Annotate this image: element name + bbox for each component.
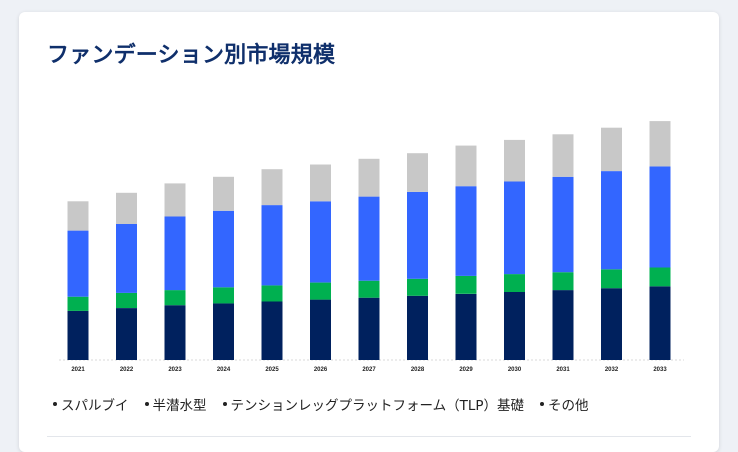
legend-bullet-icon (540, 402, 545, 406)
legend-bullet-icon (144, 402, 149, 406)
bar-segment-2023-series-2 (164, 216, 186, 291)
bar-segment-2030-series-1 (504, 274, 525, 292)
bars-group (67, 121, 671, 360)
bar-segment-2032-series-2 (601, 171, 622, 270)
bar-segment-2022-series-1 (116, 292, 137, 308)
x-tick-label: 2024 (217, 367, 231, 373)
legend-label: スパルブイ (61, 398, 129, 414)
bar-segment-2024-series-1 (213, 287, 234, 304)
bar-segment-2025-series-3 (261, 169, 283, 206)
bar-segment-2030-series-0 (504, 292, 525, 360)
x-tick-label: 2023 (168, 367, 182, 373)
bar-segment-2023-series-0 (164, 305, 186, 360)
x-tick-label: 2031 (556, 367, 570, 373)
bar-segment-2033-series-3 (649, 121, 671, 167)
legend-item: 半潜水型 (144, 394, 207, 414)
legend-bullet-icon (222, 402, 227, 406)
bar-segment-2022-series-3 (116, 192, 137, 224)
legend-item: テンションレッグプラットフォーム（TLP）基礎 (222, 394, 525, 414)
x-tick-label: 2029 (459, 367, 473, 373)
bar-segment-2026-series-2 (310, 201, 331, 283)
bar-segment-2031-series-0 (552, 290, 574, 360)
x-tick-label: 2021 (71, 367, 85, 373)
bar-segment-2024-series-0 (213, 303, 234, 360)
x-tick-label: 2030 (508, 367, 522, 373)
bar-segment-2022-series-2 (116, 224, 137, 293)
x-tick-label: 2032 (605, 367, 619, 373)
bar-segment-2029-series-1 (455, 275, 477, 294)
bar-segment-2021-series-2 (67, 230, 89, 297)
bar-segment-2025-series-1 (261, 285, 283, 302)
bar-segment-2033-series-2 (649, 166, 671, 268)
bar-segment-2023-series-1 (164, 290, 186, 306)
bar-segment-2032-series-0 (601, 288, 622, 360)
bar-segment-2027-series-0 (358, 297, 380, 360)
bar-segment-2025-series-0 (261, 301, 283, 360)
bar-segment-2026-series-1 (310, 282, 331, 300)
chart-legend: スパルブイ 半潜水型 テンションレッグプラットフォーム（TLP）基礎 その他 (53, 394, 605, 414)
bar-segment-2029-series-0 (455, 293, 477, 360)
bar-segment-2021-series-0 (67, 310, 89, 360)
x-tick-label: 2033 (653, 367, 667, 373)
chart-title: ファンデーション別市場規模 (47, 43, 336, 68)
x-tick-label: 2026 (314, 367, 328, 373)
bar-segment-2028-series-3 (407, 153, 428, 192)
bar-segment-2024-series-3 (213, 176, 234, 211)
bar-segment-2026-series-0 (310, 299, 331, 360)
legend-bullet-icon (53, 402, 57, 406)
bar-segment-2028-series-0 (407, 295, 428, 360)
bar-segment-2022-series-0 (116, 308, 137, 360)
chart-card: ファンデーション別市場規模 2021 2022 2023 2024 2025 2026 20… (19, 12, 719, 452)
x-tick-label: 2028 (411, 367, 425, 373)
legend-item: その他 (540, 394, 589, 414)
x-tick-label: 2025 (265, 367, 279, 373)
bar-segment-2031-series-2 (552, 176, 574, 273)
legend-label: テンションレッグプラットフォーム（TLP）基礎 (230, 398, 525, 414)
bar-segment-2026-series-3 (310, 164, 331, 202)
bar-segment-2028-series-2 (407, 191, 428, 279)
x-tick-label: 2027 (362, 367, 376, 373)
bar-segment-2021-series-1 (67, 296, 89, 311)
bar-segment-2027-series-1 (358, 280, 380, 298)
bar-segment-2024-series-2 (213, 210, 234, 288)
bar-segment-2030-series-2 (504, 181, 525, 275)
legend-label: 半潜水型 (152, 398, 207, 414)
bar-segment-2027-series-3 (358, 158, 380, 197)
bar-segment-2027-series-2 (358, 196, 380, 281)
bar-segment-2030-series-3 (504, 139, 525, 182)
bar-segment-2032-series-1 (601, 269, 622, 289)
legend-label: その他 (548, 398, 589, 414)
bar-segment-2032-series-3 (601, 127, 622, 172)
bar-segment-2033-series-0 (649, 286, 671, 360)
divider (47, 436, 691, 437)
bar-segment-2023-series-3 (164, 183, 186, 217)
x-tick-labels: 2021 2022 2023 2024 2025 2026 2027 2028 2029 2030… (71, 367, 667, 373)
bar-segment-2031-series-3 (552, 134, 574, 177)
bar-segment-2021-series-3 (67, 201, 89, 231)
legend-item: スパルブイ (53, 394, 129, 414)
bar-segment-2025-series-2 (261, 205, 283, 286)
x-tick-label: 2022 (120, 367, 134, 373)
bar-segment-2029-series-3 (455, 145, 477, 187)
stacked-bar-chart: 2021 2022 2023 2024 2025 2026 2027 2028 2029 2030… (59, 121, 684, 373)
bar-segment-2033-series-1 (649, 267, 671, 287)
bar-segment-2028-series-1 (407, 278, 428, 296)
bar-segment-2029-series-2 (455, 186, 477, 276)
bar-segment-2031-series-1 (552, 272, 574, 291)
